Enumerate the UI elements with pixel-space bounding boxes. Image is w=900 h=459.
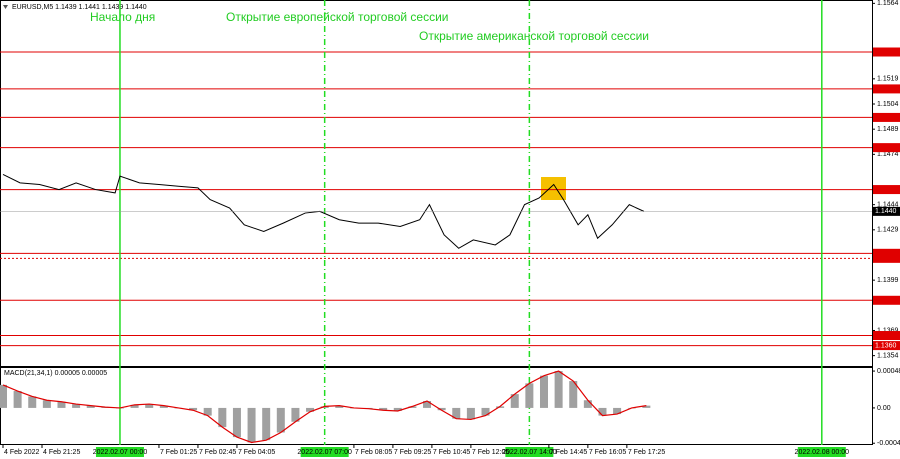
macd-bar [437,407,446,411]
x-tick-label: 7 Feb 12:05 [472,449,509,456]
macd-bar [408,406,417,408]
macd-bar [320,406,329,408]
macd-bar [86,405,95,408]
macd-bar [130,404,139,408]
level-label-bg [873,295,900,305]
macd-bar [466,407,475,420]
level-label-bg [873,331,900,341]
x-tick-label: 7 Feb 16:05 [589,449,626,456]
annotation: Начало дня [90,10,155,24]
y-tick-label: 1.1474 [877,151,899,158]
macd-bar [481,407,490,416]
x-tick-label: 7 Feb 02:45 [199,449,236,456]
y-tick-label: 1.1444 [877,202,899,209]
level-label: 1.1360 [875,342,897,349]
macd-title: MACD(21,34,1) 0.00005 0.00005 [4,370,107,377]
x-tick-label: 7 Feb 17:25 [628,449,665,456]
x-tick-label: 7 Feb 10:45 [433,449,470,456]
macd-bar [291,407,300,422]
macd-bar [306,407,315,412]
macd-bar [423,401,432,408]
x-tick-label: 4 Feb 21:25 [43,449,80,456]
y-tick-label: 0.00 [877,405,891,412]
marker-label: 2022.02.07 14:00 [502,449,557,456]
symbol-icon [3,5,8,9]
y-tick-label: 1.1354 [877,352,899,359]
x-tick-label: 7 Feb 01:25 [160,449,197,456]
marker-label-bg [300,447,349,457]
macd-bar [583,400,592,408]
macd-bar [642,405,651,408]
signal-line [2,370,647,444]
macd-bar [28,396,37,408]
macd-bar [452,407,461,419]
level-label-bg [873,341,900,351]
macd-bar [496,406,505,408]
chart-title: EURUSD,M5 1.1439 1.1441 1.1439 1.1440 [12,4,147,11]
macd-bar [0,384,7,408]
y-tick-label: 0.00048 [877,368,900,375]
x-tick-label: 4 Feb 2022 [4,449,40,456]
y-tick-label: 1.1429 [877,227,899,234]
macd-bar [393,407,402,411]
macd-bar [218,407,227,428]
highlight-box [541,177,566,200]
x-tick-label: 7 Feb 08:05 [355,449,392,456]
macd-bar [554,371,563,408]
marker-label-bg [797,447,846,457]
y-tick-label: 1.1399 [877,277,899,284]
macd-bar [569,381,578,408]
macd-bar [262,407,271,441]
current-price-label: 1.1440 [875,208,897,215]
level-label-bg [873,112,900,122]
macd-bar [247,407,256,443]
level-label-bg [873,143,900,153]
macd-bar [57,401,66,408]
level-label-bg [873,185,900,195]
marker-label: 2022.02.08 00:00 [795,449,850,456]
macd-bar [598,407,607,416]
level-label-bg [873,84,900,94]
macd-bar [510,394,519,408]
main-frame [0,0,873,367]
marker-label: 2022.02.07 00:00 [93,449,148,456]
price-line [2,174,645,249]
macd-bar [72,404,81,408]
y-tick-label: 1.1564 [877,0,899,7]
macd-bar [335,405,344,408]
macd-bar [232,407,241,438]
x-tick-label: 7 Feb 09:25 [394,449,431,456]
annotation: Открытие американской торговой сессии [419,29,649,43]
macd-bar [276,407,285,433]
macd-bar [145,404,154,408]
macd-bar [525,383,534,408]
macd-bar [379,407,388,411]
macd-bar [539,375,548,408]
macd-bar [159,405,168,408]
marker-label-bg [95,447,144,457]
y-tick-label: 1.1369 [877,327,899,334]
x-tick-label: 7 Feb 14:45 [550,449,587,456]
level-label-bg [873,47,900,57]
level-label-bg [873,248,900,258]
macd-bar [13,391,22,408]
marker-label-bg [505,447,554,457]
y-tick-label: 1.1504 [877,101,899,108]
macd-bar [42,400,51,408]
y-tick-label: -0.00046 [877,440,900,447]
level-label-bg [873,253,900,263]
marker-label: 2022.02.07 07:00 [297,449,352,456]
macd-bar [613,407,622,415]
macd-bar [189,407,198,411]
y-tick-label: 1.1489 [877,126,899,133]
macd-bar [203,407,212,416]
annotation: Открытие европейской торговой сессии [226,10,448,24]
y-tick-label: 1.1519 [877,76,899,83]
current-price-bg [873,206,900,216]
x-tick-label: 7 Feb 04:05 [238,449,275,456]
